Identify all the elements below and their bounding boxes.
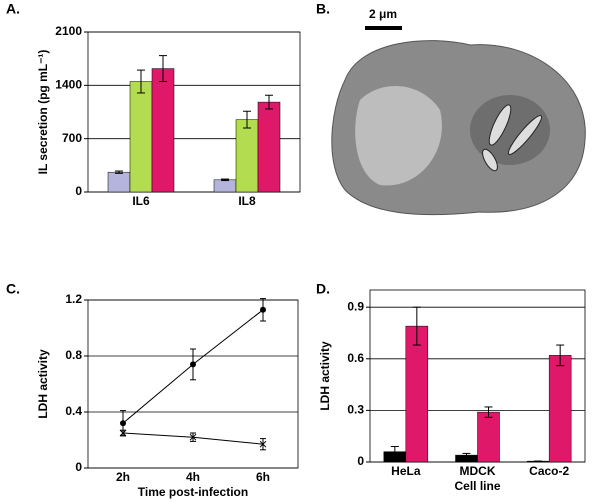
y-tick-label: 0.3 bbox=[347, 403, 364, 417]
plot-frame bbox=[87, 299, 299, 469]
bar bbox=[257, 101, 281, 193]
y-tick-label: 0 bbox=[357, 454, 364, 468]
point bbox=[259, 440, 267, 448]
x-tick-label: IL8 bbox=[238, 194, 256, 208]
bar bbox=[405, 325, 429, 463]
y-tick-label: 0.9 bbox=[347, 299, 364, 313]
x-tick-label: MDCK bbox=[460, 464, 496, 478]
x-axis-label: Time post-infection bbox=[138, 485, 248, 499]
bar bbox=[235, 119, 259, 193]
x-tick-label: 4h bbox=[186, 470, 200, 484]
bacterium bbox=[507, 115, 543, 155]
y-axis-label: LDH activity bbox=[36, 349, 50, 419]
bar bbox=[151, 68, 175, 193]
bar bbox=[107, 171, 131, 193]
scale-label: 2 μm bbox=[369, 7, 397, 21]
x-tick-label: 6h bbox=[256, 470, 270, 484]
x-tick-label: HeLa bbox=[391, 464, 421, 478]
panel-label: D. bbox=[316, 281, 330, 297]
x-axis-label: Cell line bbox=[454, 479, 500, 493]
y-tick-label: 0.6 bbox=[347, 351, 364, 365]
panel-label: A. bbox=[6, 1, 20, 17]
y-tick-label: 1.2 bbox=[65, 292, 82, 306]
x-tick-label: IL6 bbox=[132, 194, 150, 208]
y-axis-label: IL secretion (pg mL⁻¹) bbox=[36, 50, 50, 175]
point bbox=[119, 429, 127, 437]
y-tick-label: 1400 bbox=[55, 78, 82, 92]
bacterium bbox=[488, 104, 512, 146]
y-axis-label: LDH activity bbox=[318, 341, 332, 411]
bar bbox=[548, 355, 572, 463]
bar bbox=[129, 81, 153, 193]
y-tick-label: 0 bbox=[75, 184, 82, 198]
micrograph: 2 μm B. bbox=[316, 1, 586, 216]
panel-label: B. bbox=[316, 1, 330, 17]
point bbox=[260, 306, 266, 313]
bar bbox=[213, 179, 237, 193]
y-tick-label: 2100 bbox=[55, 24, 82, 38]
bar bbox=[477, 411, 500, 463]
point bbox=[190, 361, 196, 368]
vacuole-region bbox=[355, 86, 442, 186]
point bbox=[189, 433, 197, 441]
x-tick-label: 2h bbox=[116, 470, 130, 484]
x-tick-label: Caco-2 bbox=[529, 464, 569, 478]
bacterium bbox=[482, 148, 498, 172]
y-tick-label: 0 bbox=[75, 460, 82, 474]
y-tick-label: 700 bbox=[62, 131, 82, 145]
point bbox=[120, 420, 126, 427]
y-tick-label: 0.4 bbox=[65, 404, 82, 418]
y-tick-label: 0.8 bbox=[65, 348, 82, 362]
inclusion bbox=[470, 95, 550, 165]
panel-label: C. bbox=[6, 281, 20, 297]
plot-frame bbox=[87, 31, 301, 193]
